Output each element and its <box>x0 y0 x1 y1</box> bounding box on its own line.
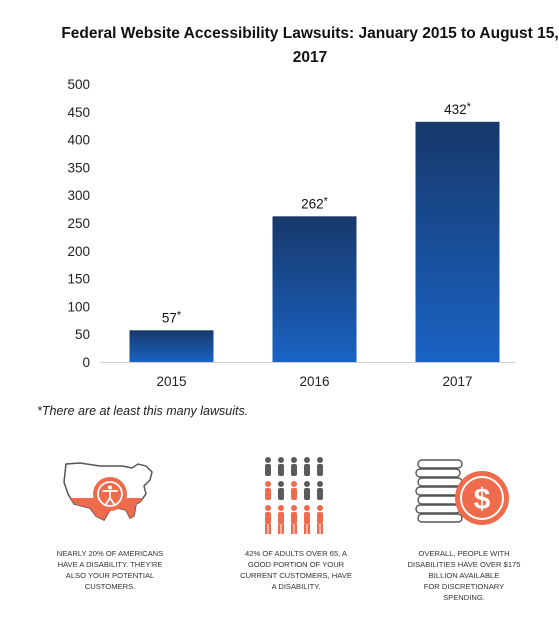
y-tick-label: 200 <box>67 244 90 259</box>
bar <box>272 216 357 362</box>
data-label: 57* <box>162 309 182 325</box>
people-group-icon <box>265 457 323 534</box>
svg-text:$: $ <box>474 483 491 516</box>
y-tick-label: 300 <box>67 188 90 203</box>
x-tick-label: 2015 <box>156 374 186 389</box>
data-label: 262* <box>301 195 329 211</box>
x-tick-label: 2017 <box>442 374 472 389</box>
y-tick-label: 250 <box>67 216 90 231</box>
chart-title: Federal Website Accessibility Lawsuits: … <box>61 25 559 66</box>
y-tick-label: 400 <box>67 133 90 148</box>
bar <box>415 121 500 362</box>
x-tick-label: 2016 <box>299 374 329 389</box>
data-label: 432* <box>444 101 472 117</box>
y-tick-label: 0 <box>82 355 90 370</box>
bar-chart: 0 50 100 150 200 250 300 350 400 450 500 57* 2015 262… <box>67 77 515 389</box>
y-tick-label: 500 <box>67 77 90 92</box>
stat-text-disability-americans: Nearly 20% of Americans have a disabilit… <box>56 549 164 591</box>
stat-text-discretionary-spending: Overall, people with disabilities have o… <box>407 549 521 602</box>
y-tick-label: 450 <box>67 105 90 120</box>
stat-text-adults-over-65: 42% of adults over 65, a good portion of… <box>240 549 352 591</box>
us-map-accessibility-icon <box>63 462 153 521</box>
coins-dollar-icon: $ <box>415 459 509 525</box>
bar <box>129 330 214 362</box>
y-tick-label: 350 <box>67 160 90 175</box>
y-tick-label: 50 <box>75 327 90 342</box>
y-tick-label: 150 <box>67 272 90 287</box>
footnote: *There are at least this many lawsuits. <box>37 404 249 418</box>
y-tick-label: 100 <box>67 299 90 314</box>
